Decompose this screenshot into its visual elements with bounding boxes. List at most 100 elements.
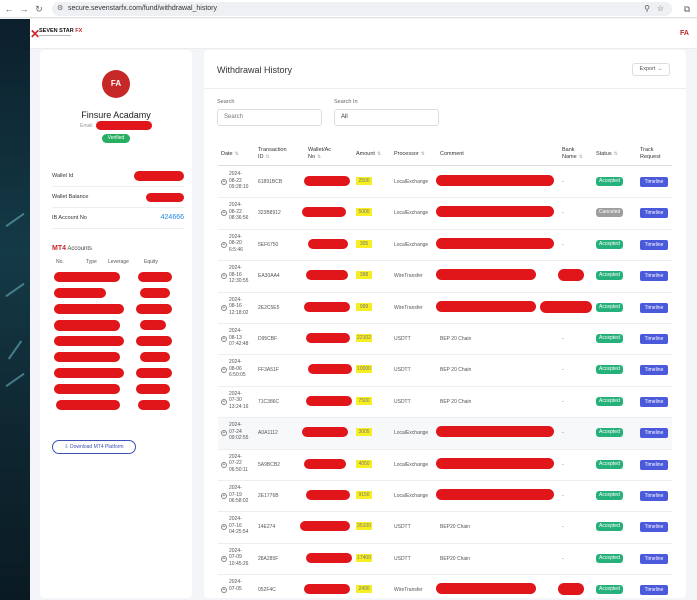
extensions-icon[interactable]: ⧉	[683, 4, 691, 14]
redacted-wallet	[306, 490, 350, 500]
date-cell: 2024- 07-09 10:45:26	[229, 547, 249, 567]
amount-cell: 3005	[356, 428, 372, 437]
col-bank-name[interactable]: Bank Name ⇅	[562, 147, 583, 160]
export-button[interactable]: Export →	[632, 63, 670, 76]
table-row: +2024- 08-22 08:36:56 323B8912 5000 LocalEx…	[218, 198, 672, 230]
address-bar[interactable]: ⚙ secure.sevenstarfx.com/fund/withdrawal…	[52, 2, 672, 16]
col-date[interactable]: Date ⇅	[221, 151, 239, 157]
bank-name-cell: -	[562, 367, 564, 374]
timeline-button[interactable]: Timeline	[640, 459, 668, 470]
redacted-comment	[436, 237, 554, 249]
forward-arrow-icon[interactable]: →	[19, 4, 29, 14]
redacted-wallet	[306, 270, 348, 281]
expand-plus-icon[interactable]: +	[221, 179, 227, 185]
search-label: Search	[217, 99, 235, 105]
date-cell: 2024- 07-22 06:50:11	[229, 453, 249, 473]
processor-cell: USDTT	[394, 555, 411, 562]
redacted-wallet	[302, 427, 348, 438]
expand-plus-icon[interactable]: +	[221, 210, 227, 217]
transaction-id-cell: 71C386C	[258, 398, 280, 405]
timeline-button[interactable]: Timeline	[640, 334, 668, 344]
timeline-button[interactable]: Timeline	[640, 177, 668, 187]
timeline-button[interactable]: Timeline	[640, 428, 668, 439]
withdrawal-history-panel: Withdrawal History Export → Search Searc…	[204, 50, 686, 598]
timeline-button[interactable]: Timeline	[640, 271, 668, 282]
expand-plus-icon[interactable]: +	[221, 398, 227, 405]
status-badge: Accepted	[596, 177, 623, 186]
timeline-button[interactable]: Timeline	[640, 365, 668, 376]
expand-plus-icon[interactable]: +	[221, 273, 227, 280]
processor-cell: LocalExchange	[394, 461, 429, 468]
redacted-wallet	[308, 238, 348, 249]
timeline-button[interactable]: Timeline	[640, 585, 668, 596]
redacted-comment	[436, 269, 536, 281]
status-badge: Accepted	[596, 271, 623, 281]
status-badge: Accepted	[596, 491, 623, 500]
zoom-icon[interactable]: ⚲	[644, 4, 650, 13]
processor-cell: WireTransfer	[394, 304, 423, 311]
comment-cell: BEP20 Chain	[440, 555, 471, 562]
table-row: +2024- 07-19 06:58:02 2E1776B 9150 LocalExc…	[218, 481, 672, 513]
bank-name-cell: -	[562, 179, 564, 185]
url-text[interactable]: secure.sevenstarfx.com/fund/withdrawal_h…	[68, 5, 218, 12]
col-comment[interactable]: Comment	[440, 151, 464, 157]
processor-cell: LocalExchange	[394, 210, 429, 217]
expand-plus-icon[interactable]: +	[221, 555, 227, 562]
user-menu[interactable]: FA	[680, 30, 689, 37]
site-info-icon[interactable]: ⚙	[57, 5, 64, 12]
redacted-comment	[436, 206, 554, 218]
amount-cell: 2400	[356, 585, 372, 594]
timeline-button[interactable]: Timeline	[640, 553, 668, 564]
expand-plus-icon[interactable]: +	[221, 587, 227, 594]
comment-cell: BEP 20 Chain	[440, 336, 472, 342]
col-status[interactable]: Status ⇅	[596, 151, 618, 157]
col-processor[interactable]: Processor ⇅	[394, 151, 425, 157]
processor-cell: USDTT	[394, 524, 411, 531]
expand-plus-icon[interactable]: +	[221, 430, 227, 437]
search-in-select[interactable]: All	[334, 109, 439, 126]
expand-plus-icon[interactable]: +	[221, 493, 227, 499]
expand-plus-icon[interactable]: +	[221, 336, 227, 342]
redacted-comment	[436, 457, 554, 469]
expand-plus-icon[interactable]: +	[221, 367, 227, 374]
bookmark-star-icon[interactable]: ☆	[656, 4, 664, 13]
sort-icon: ⇅	[234, 151, 239, 157]
col-track-request[interactable]: Track Request	[640, 147, 661, 160]
col-wallet[interactable]: Wallet/Ac No ⇅	[308, 147, 332, 160]
bank-name-cell: -	[562, 336, 564, 342]
timeline-button[interactable]: Timeline	[640, 522, 668, 533]
table-row: +2024- 08-20 6:5:46 5EF6750 305 LocalExchan…	[218, 230, 672, 262]
redacted-comment	[436, 489, 554, 500]
expand-plus-icon[interactable]: +	[221, 304, 227, 311]
download-mt4-button[interactable]: ⇩ Download MT4 Platform	[52, 440, 136, 454]
page-title: Withdrawal History	[217, 65, 293, 75]
date-cell: 2024- 07-30 13:24:16	[229, 390, 249, 410]
expand-plus-icon[interactable]: +	[221, 461, 227, 468]
col-transaction-id[interactable]: Transaction ID ⇅	[258, 147, 287, 160]
amount-cell: 35100	[356, 522, 372, 531]
redacted-comment	[436, 426, 554, 438]
search-input[interactable]: Search	[217, 109, 322, 126]
timeline-button[interactable]: Timeline	[640, 239, 668, 250]
date-cell: 2024- 07-24 09:02:55	[229, 422, 249, 442]
browser-toolbar: ← → ↻ ⚙ secure.sevenstarfx.com/fund/with…	[0, 0, 697, 18]
timeline-button[interactable]: Timeline	[640, 208, 668, 219]
timeline-button[interactable]: Timeline	[640, 302, 668, 313]
transaction-id-cell: 14E274	[258, 524, 276, 531]
col-amount[interactable]: Amount ⇅	[356, 151, 382, 157]
ib-account-row: IB Account No 424666	[52, 209, 184, 229]
expand-plus-icon[interactable]: +	[221, 524, 227, 531]
background-image-strip	[0, 19, 30, 600]
transaction-id-cell: 323B8912	[258, 210, 281, 217]
redacted-bank	[558, 583, 584, 596]
back-arrow-icon[interactable]: ←	[4, 4, 14, 14]
amount-cell: 9150	[356, 491, 372, 499]
seven-star-fx-logo[interactable]: ✕ SEVEN STAR FX	[30, 27, 83, 41]
reload-icon[interactable]: ↻	[35, 4, 43, 14]
expand-plus-icon[interactable]: +	[221, 241, 227, 248]
amount-cell: 4050	[356, 459, 372, 468]
date-cell: 2024- 08-20 6:5:46	[229, 233, 243, 253]
timeline-button[interactable]: Timeline	[640, 396, 668, 407]
ib-account-number[interactable]: 424666	[160, 214, 184, 221]
timeline-button[interactable]: Timeline	[640, 491, 668, 501]
